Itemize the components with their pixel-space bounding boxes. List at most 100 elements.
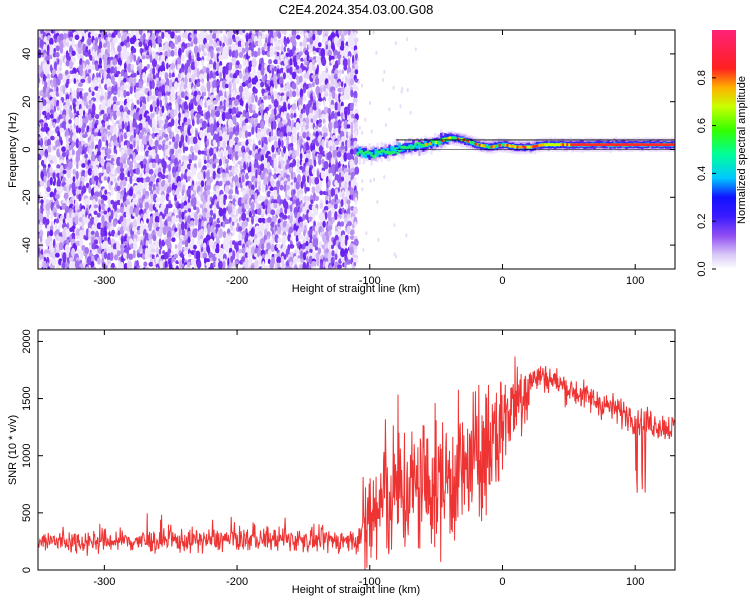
spectrogram-cell xyxy=(328,172,333,178)
spectrogram-cell xyxy=(100,78,104,84)
spectrogram-cell xyxy=(310,199,314,205)
spectrogram-cell xyxy=(140,168,144,175)
spectrogram-cell xyxy=(58,242,64,251)
spectrogram-cell xyxy=(372,30,375,35)
spectrogram-cell xyxy=(159,139,163,146)
spectrogram-cell xyxy=(224,158,229,165)
spectrogram-cell xyxy=(53,61,58,72)
spectrogram-cell xyxy=(146,218,150,224)
spectrogram-cell xyxy=(257,208,262,216)
spectrogram-cell xyxy=(196,260,202,269)
spectrogram-cell xyxy=(49,191,55,198)
spectrogram-cell xyxy=(270,209,276,216)
spectrogram-cell xyxy=(347,221,352,227)
spectrogram-cell xyxy=(296,158,300,169)
spectrogram-cell xyxy=(155,54,159,61)
spectrogram-cell xyxy=(59,66,62,72)
spectrogram-cell xyxy=(43,105,48,111)
spectrogram-cell xyxy=(346,106,351,116)
spectrogram-cell xyxy=(138,30,143,36)
spectrogram-cell xyxy=(247,131,252,137)
spectrogram-cell xyxy=(383,69,386,74)
spectrogram-cell xyxy=(89,54,93,61)
spectrogram-cell xyxy=(284,207,288,215)
spectrogram-cell xyxy=(165,136,169,141)
spectrogram-cell xyxy=(191,118,195,127)
spectrogram-cell xyxy=(117,89,121,98)
spectrogram-cell xyxy=(317,30,323,36)
spectrogram-cell xyxy=(90,134,95,144)
spectrogram-cell xyxy=(129,205,134,216)
spectrogram-cell xyxy=(254,95,258,103)
spectrogram-cell xyxy=(274,65,277,72)
spectrogram-cell xyxy=(165,267,169,269)
spectrogram-cell xyxy=(312,34,316,41)
spectrogram-cell xyxy=(270,267,274,269)
spectrogram-cell xyxy=(289,244,295,249)
spectrogram-cell xyxy=(283,146,286,154)
spectrogram-cell xyxy=(72,168,77,176)
spectrogram-cell xyxy=(324,132,328,137)
spectrogram-cell xyxy=(71,50,76,56)
spectrogram-cell xyxy=(110,262,116,269)
spectrogram-cell xyxy=(156,99,160,108)
spectrogram-cell xyxy=(62,229,67,237)
spectrogram-cell xyxy=(75,106,80,112)
spectrogram-cell xyxy=(40,30,45,35)
spectrogram-cell xyxy=(265,118,268,124)
spectrogram-cell xyxy=(120,91,124,99)
spectrogram-cell xyxy=(77,222,83,227)
spectrogram-cell xyxy=(136,145,140,152)
spectrogram-cell xyxy=(110,95,114,101)
spectrogram-cell xyxy=(158,96,161,101)
spectrogram-cell xyxy=(80,78,86,83)
spectrogram-cell xyxy=(323,160,329,170)
spectrogram-cell xyxy=(155,246,159,256)
spectrogram-cell xyxy=(187,135,190,146)
spectrogram-cell xyxy=(198,162,202,169)
spectrogram-cell xyxy=(282,119,287,125)
spectrogram-cell xyxy=(362,247,365,252)
spectrogram-cell xyxy=(68,119,72,124)
spectrogram-cell xyxy=(158,228,163,238)
spectrogram-cell xyxy=(287,177,291,182)
spectrogram-cell xyxy=(95,195,98,202)
spectrogram-cell xyxy=(157,35,162,46)
spectrogram-cell xyxy=(107,48,111,54)
spectrogram-cell xyxy=(91,103,96,114)
spectrogram-cell xyxy=(103,210,108,215)
spectrogram-cell xyxy=(324,211,328,220)
spectrogram-cell xyxy=(146,225,149,234)
spectrogram-cell xyxy=(73,78,77,84)
spectrogram-cell xyxy=(157,115,162,121)
spectrogram-cell xyxy=(257,40,263,47)
spectrogram-cell xyxy=(46,138,52,147)
spectrogram-cell xyxy=(202,92,207,97)
spectrogram-cell xyxy=(123,226,128,232)
spectrogram-cell xyxy=(148,261,154,267)
spectrogram-cell xyxy=(302,213,306,221)
spectrogram-cell xyxy=(148,227,152,232)
spectrogram-cell xyxy=(193,36,198,45)
spectrogram-cell xyxy=(110,140,114,147)
spectrogram-cell xyxy=(217,100,221,106)
spectrogram-cell xyxy=(168,72,172,79)
spectrogram-cell xyxy=(136,140,140,147)
spectrogram-cell xyxy=(51,258,57,266)
spectrogram-cell xyxy=(218,267,223,269)
spectrogram-cell xyxy=(254,259,259,269)
spectrogram-cell xyxy=(98,239,102,245)
spectrogram-cell xyxy=(215,158,219,164)
spectrogram-cell xyxy=(117,32,122,39)
spectrogram-cell xyxy=(216,41,220,47)
spectrogram-cell xyxy=(149,54,153,64)
spectrogram-cell xyxy=(319,190,324,196)
spectrogram-cell xyxy=(228,93,232,98)
spectrogram-cell xyxy=(75,170,79,180)
spectrogram-cell xyxy=(388,107,391,112)
spectrogram-cell xyxy=(158,42,162,49)
spectrogram-cell xyxy=(95,135,99,142)
spectrogram-cell xyxy=(188,253,192,258)
spectrogram-cell xyxy=(233,208,236,215)
spectrogram-cell xyxy=(91,113,95,119)
